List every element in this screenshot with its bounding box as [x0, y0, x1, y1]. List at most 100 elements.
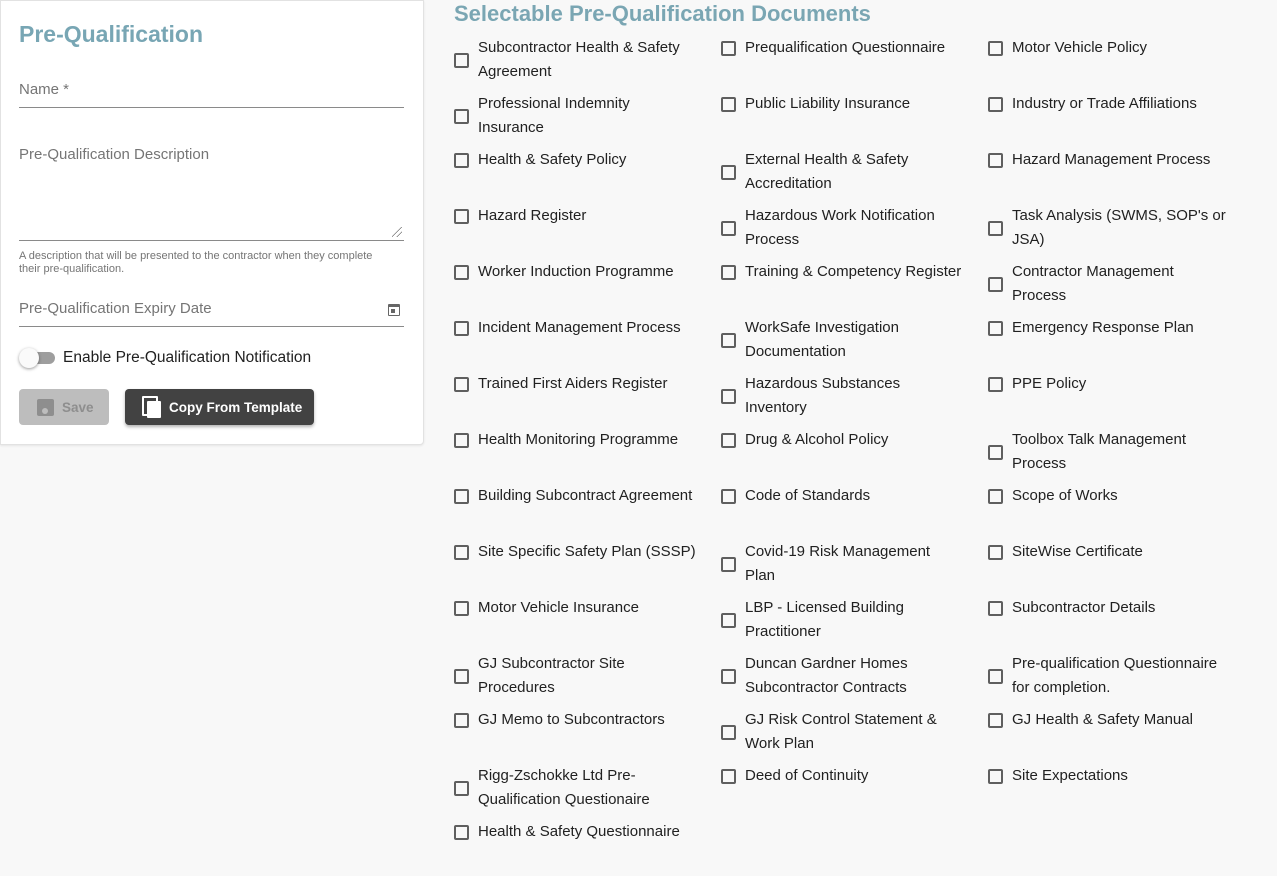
- document-checkbox[interactable]: [721, 612, 736, 628]
- document-checkbox[interactable]: [721, 388, 736, 404]
- document-checkbox[interactable]: [721, 164, 736, 180]
- document-checkbox[interactable]: [988, 444, 1003, 460]
- expiry-date-input[interactable]: Pre-Qualification Expiry Date: [19, 300, 404, 327]
- document-option[interactable]: Site Expectations: [988, 764, 1255, 788]
- document-checkbox[interactable]: [988, 488, 1003, 504]
- document-option[interactable]: Code of Standards: [721, 484, 988, 508]
- name-label: Name *: [19, 81, 70, 98]
- document-checkbox[interactable]: [988, 96, 1003, 112]
- document-checkbox[interactable]: [454, 668, 469, 684]
- document-checkbox[interactable]: [721, 556, 736, 572]
- document-option[interactable]: Pre-qualification Questionnaire for comp…: [988, 652, 1255, 700]
- document-checkbox[interactable]: [454, 52, 469, 68]
- document-checkbox[interactable]: [721, 96, 736, 112]
- document-option[interactable]: GJ Risk Control Statement & Work Plan: [721, 708, 988, 756]
- document-label: GJ Health & Safety Manual: [1012, 711, 1193, 728]
- document-option[interactable]: Industry or Trade Affiliations: [988, 92, 1255, 116]
- document-option[interactable]: Public Liability Insurance: [721, 92, 988, 116]
- document-checkbox[interactable]: [988, 220, 1003, 236]
- document-checkbox[interactable]: [454, 208, 469, 224]
- document-option[interactable]: Prequalification Questionnaire: [721, 36, 988, 60]
- document-option[interactable]: Contractor Management Process: [988, 260, 1255, 308]
- document-checkbox[interactable]: [454, 544, 469, 560]
- document-label: Drug & Alcohol Policy: [745, 431, 889, 448]
- document-checkbox[interactable]: [721, 488, 736, 504]
- document-option[interactable]: Hazard Management Process: [988, 148, 1255, 172]
- document-checkbox[interactable]: [988, 544, 1003, 560]
- document-option[interactable]: GJ Memo to Subcontractors: [454, 708, 721, 732]
- document-checkbox[interactable]: [988, 152, 1003, 168]
- document-option[interactable]: Toolbox Talk Management Process: [988, 428, 1255, 476]
- document-checkbox[interactable]: [454, 432, 469, 448]
- document-option[interactable]: Incident Management Process: [454, 316, 721, 340]
- document-checkbox[interactable]: [721, 668, 736, 684]
- document-checkbox[interactable]: [454, 376, 469, 392]
- document-option[interactable]: Emergency Response Plan: [988, 316, 1255, 340]
- document-checkbox[interactable]: [988, 40, 1003, 56]
- document-checkbox[interactable]: [721, 768, 736, 784]
- document-checkbox[interactable]: [454, 264, 469, 280]
- document-checkbox[interactable]: [988, 276, 1003, 292]
- document-option[interactable]: Covid-19 Risk Management Plan: [721, 540, 988, 588]
- document-option[interactable]: Deed of Continuity: [721, 764, 988, 788]
- description-textarea[interactable]: Pre-Qualification Description: [19, 146, 404, 241]
- document-checkbox[interactable]: [454, 712, 469, 728]
- document-checkbox[interactable]: [454, 780, 469, 796]
- document-option[interactable]: External Health & Safety Accreditation: [721, 148, 988, 196]
- document-checkbox[interactable]: [988, 712, 1003, 728]
- notification-toggle[interactable]: [19, 348, 55, 368]
- document-checkbox[interactable]: [454, 824, 469, 840]
- document-option[interactable]: Building Subcontract Agreement: [454, 484, 721, 508]
- document-checkbox[interactable]: [454, 320, 469, 336]
- document-option[interactable]: Site Specific Safety Plan (SSSP): [454, 540, 721, 564]
- document-checkbox[interactable]: [454, 488, 469, 504]
- document-checkbox[interactable]: [988, 668, 1003, 684]
- document-option[interactable]: Hazardous Substances Inventory: [721, 372, 988, 420]
- document-checkbox[interactable]: [721, 724, 736, 740]
- document-label: Toolbox Talk Management Process: [1012, 431, 1186, 472]
- calendar-icon[interactable]: [388, 304, 400, 316]
- save-button[interactable]: Save: [19, 389, 109, 425]
- document-option[interactable]: Trained First Aiders Register: [454, 372, 721, 396]
- document-option[interactable]: Hazardous Work Notification Process: [721, 204, 988, 252]
- document-option[interactable]: Duncan Gardner Homes Subcontractor Contr…: [721, 652, 988, 700]
- document-option[interactable]: Health Monitoring Programme: [454, 428, 721, 452]
- document-option[interactable]: Motor Vehicle Insurance: [454, 596, 721, 620]
- document-option[interactable]: Subcontractor Details: [988, 596, 1255, 620]
- document-checkbox[interactable]: [988, 320, 1003, 336]
- document-option[interactable]: Health & Safety Questionnaire: [454, 820, 721, 844]
- document-option[interactable]: Subcontractor Health & Safety Agreement: [454, 36, 721, 84]
- document-option[interactable]: GJ Health & Safety Manual: [988, 708, 1255, 732]
- document-option[interactable]: WorkSafe Investigation Documentation: [721, 316, 988, 364]
- resize-handle-icon[interactable]: [392, 227, 402, 237]
- document-option[interactable]: PPE Policy: [988, 372, 1255, 396]
- document-option[interactable]: Drug & Alcohol Policy: [721, 428, 988, 452]
- document-option[interactable]: Motor Vehicle Policy: [988, 36, 1255, 60]
- document-option[interactable]: Professional Indemnity Insurance: [454, 92, 721, 140]
- document-option[interactable]: SiteWise Certificate: [988, 540, 1255, 564]
- document-checkbox[interactable]: [721, 332, 736, 348]
- document-checkbox[interactable]: [988, 376, 1003, 392]
- expiry-label: Pre-Qualification Expiry Date: [19, 300, 212, 317]
- document-option[interactable]: Health & Safety Policy: [454, 148, 721, 172]
- document-label: Trained First Aiders Register: [478, 375, 668, 392]
- document-checkbox[interactable]: [454, 152, 469, 168]
- document-option[interactable]: Scope of Works: [988, 484, 1255, 508]
- document-checkbox[interactable]: [721, 264, 736, 280]
- copy-from-template-button[interactable]: Copy From Template: [125, 389, 314, 425]
- document-checkbox[interactable]: [721, 220, 736, 236]
- document-checkbox[interactable]: [721, 432, 736, 448]
- document-checkbox[interactable]: [721, 40, 736, 56]
- document-option[interactable]: LBP - Licensed Building Practitioner: [721, 596, 988, 644]
- document-option[interactable]: Training & Competency Register: [721, 260, 988, 284]
- document-checkbox[interactable]: [454, 600, 469, 616]
- document-option[interactable]: Rigg-Zschokke Ltd Pre-Qualification Ques…: [454, 764, 721, 812]
- document-option[interactable]: Task Analysis (SWMS, SOP's or JSA): [988, 204, 1255, 252]
- document-checkbox[interactable]: [988, 600, 1003, 616]
- document-option[interactable]: Hazard Register: [454, 204, 721, 228]
- document-option[interactable]: Worker Induction Programme: [454, 260, 721, 284]
- document-checkbox[interactable]: [454, 108, 469, 124]
- name-input[interactable]: Name *: [19, 81, 404, 108]
- document-option[interactable]: GJ Subcontractor Site Procedures: [454, 652, 721, 700]
- document-checkbox[interactable]: [988, 768, 1003, 784]
